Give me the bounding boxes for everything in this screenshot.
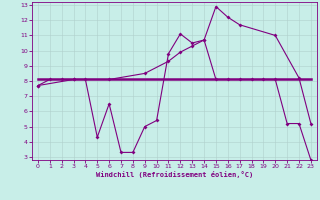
X-axis label: Windchill (Refroidissement éolien,°C): Windchill (Refroidissement éolien,°C) <box>96 171 253 178</box>
